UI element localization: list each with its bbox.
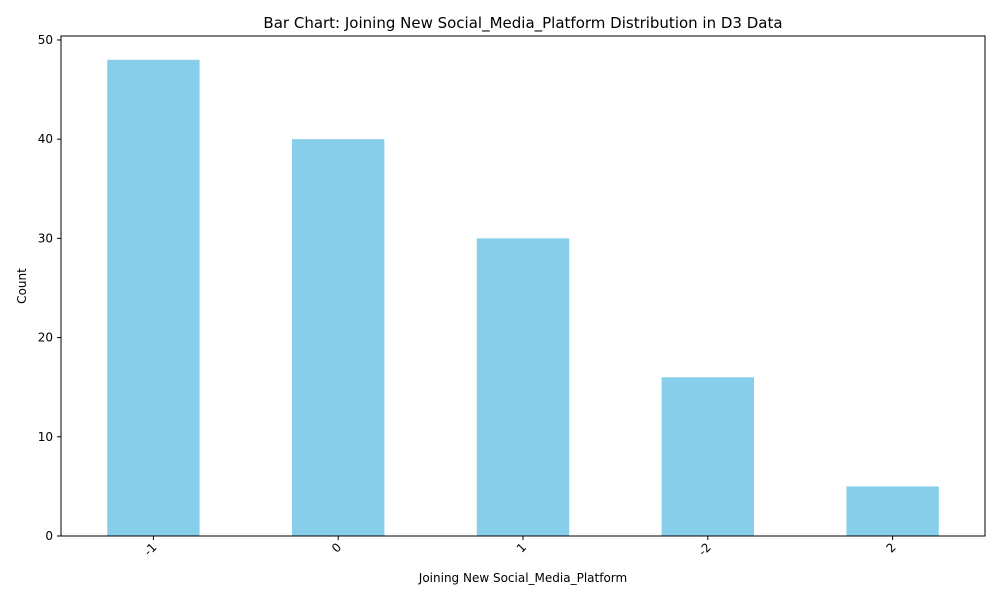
x-tick-label: -1 <box>141 540 159 558</box>
y-tick-label: 0 <box>45 529 53 543</box>
bar-2 <box>846 486 939 536</box>
x-axis-ticks: -1 0 1 -2 2 <box>141 536 899 559</box>
bar--1 <box>107 59 200 537</box>
bars-group <box>107 59 939 537</box>
x-tick-label: 0 <box>329 540 344 555</box>
bar-0 <box>292 139 385 536</box>
y-axis-label: Count <box>15 268 29 304</box>
y-tick-label: 40 <box>38 132 53 146</box>
bar-1 <box>476 238 570 536</box>
bar--2 <box>661 377 754 536</box>
y-tick-label: 50 <box>38 33 53 47</box>
x-tick-label: 1 <box>514 540 529 555</box>
y-axis-ticks: 0 10 20 30 40 50 <box>38 33 61 543</box>
x-tick-label: 2 <box>883 540 898 555</box>
y-tick-label: 30 <box>38 231 53 245</box>
y-tick-label: 20 <box>38 331 53 345</box>
plot-frame <box>60 35 986 537</box>
y-tick-label: 10 <box>38 430 53 444</box>
x-tick-label: -2 <box>696 540 714 558</box>
chart-title: Bar Chart: Joining New Social_Media_Plat… <box>263 14 782 33</box>
x-axis-label: Joining New Social_Media_Platform <box>418 571 627 585</box>
